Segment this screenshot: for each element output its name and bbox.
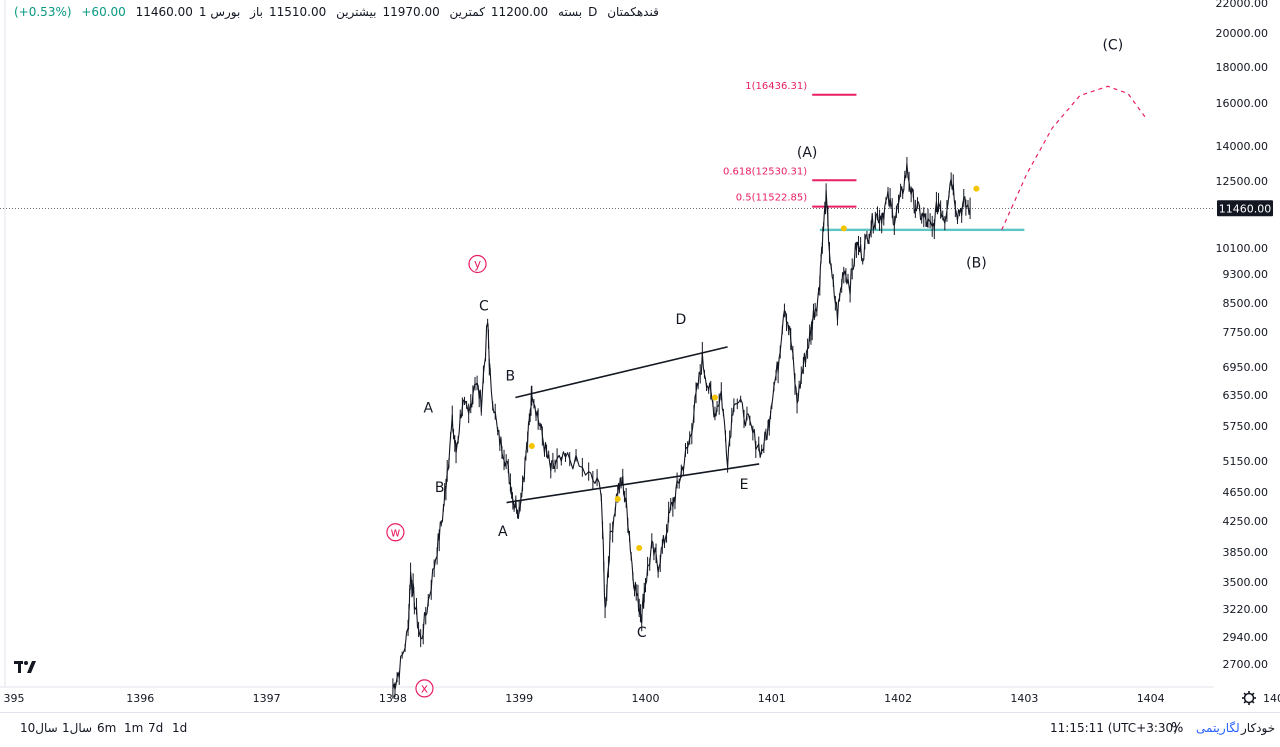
wave-label: B (506, 369, 516, 385)
time-tick-label: 1400 (632, 692, 660, 705)
time-tick-label: 1397 (253, 692, 281, 705)
wave-label: C (637, 625, 647, 641)
price-tick-label: 3500.00 (1223, 576, 1269, 589)
trendline (506, 463, 760, 504)
range-1d-button[interactable]: 1d (172, 721, 188, 735)
change-value: +60.00 (81, 5, 126, 19)
price-tick-label: 4250.00 (1223, 515, 1269, 528)
price-tick-label: 3220.00 (1223, 603, 1269, 616)
exchange-name: بورس (210, 5, 241, 19)
time-tick-label: 1402 (884, 692, 912, 705)
log-scale-button[interactable]: لگاریتمی (1196, 721, 1240, 735)
circled-wave-marker (386, 523, 405, 542)
symbol-header: (+0.53%) +60.00 11460.00 بسته 11200.00 کمت… (14, 5, 665, 19)
wave-label: C (479, 298, 489, 314)
price-tick-label: 7750.00 (1223, 326, 1269, 339)
wave-label: B (435, 480, 445, 496)
low-label: کمترین (449, 5, 485, 19)
price-tick-label: 16000.00 (1216, 97, 1269, 110)
range-7d-button[interactable]: 7d (148, 721, 164, 735)
price-tick-label: 8500.00 (1223, 297, 1269, 310)
trendline (515, 346, 728, 399)
signal-marker (636, 544, 643, 551)
wave-label: (B) (966, 255, 987, 271)
price-tick-label: 5150.00 (1223, 455, 1269, 468)
close-label: بسته (558, 5, 583, 19)
symbol-name[interactable]: قندهکمتان (607, 5, 659, 19)
range-10y-button[interactable]: 10سال (20, 721, 58, 735)
range-1m-button[interactable]: 1m (124, 721, 144, 735)
price-tick-label: 18000.00 (1216, 61, 1269, 74)
signal-marker (840, 225, 847, 232)
price-series-line (392, 162, 971, 691)
gear-icon-tooth (1251, 692, 1255, 696)
signal-marker (528, 442, 535, 449)
price-tick-label: 2940.00 (1223, 631, 1269, 644)
wave-label: A (498, 524, 508, 540)
price-tick-label: 2700.00 (1223, 658, 1269, 671)
circled-wave-label: w (391, 525, 401, 539)
time-tick-label: 1399 (505, 692, 533, 705)
fib-level-label: 1(16436.31) (745, 81, 807, 92)
price-tick-label: 4650.00 (1223, 486, 1269, 499)
change-pct: (+0.53%) (14, 5, 72, 19)
bottom-toolbar: 10سال 1سال 6m 1m 7d 1d 11:15:11 (UTC+3:3… (0, 712, 1280, 744)
gear-icon-ring (1243, 692, 1255, 704)
time-tick-label: 1403 (1010, 692, 1038, 705)
gear-icon-tooth (1243, 700, 1247, 704)
time-tick-label: 1401 (758, 692, 786, 705)
circled-wave-marker (415, 679, 434, 698)
low-value: 11200.00 (490, 5, 549, 19)
interval-label[interactable]: 1D (198, 5, 598, 19)
high-label: بیشترین (336, 5, 377, 19)
fib-level-label: 0.5(11522.85) (736, 193, 808, 204)
price-tick-label: 20000.00 (1216, 27, 1269, 40)
signal-marker (711, 394, 718, 401)
gear-icon (1242, 691, 1256, 705)
circled-wave-label: x (421, 681, 428, 695)
price-tick-label: 6950.00 (1223, 361, 1269, 374)
open-value: 11510.00 (268, 5, 327, 19)
range-1y-button[interactable]: 1سال (62, 721, 93, 735)
price-tick-label: 12500.00 (1216, 175, 1269, 188)
wave-label: D (675, 312, 686, 328)
price-tick-label: 3850.00 (1223, 546, 1269, 559)
price-tick-label: 14000.00 (1216, 140, 1269, 153)
gear-icon-tooth (1251, 700, 1255, 704)
price-tick-label: 9300.00 (1223, 268, 1269, 281)
time-tick-label: 1396 (126, 692, 154, 705)
signal-marker (973, 185, 980, 192)
price-tick-label: 6350.00 (1223, 389, 1269, 402)
price-tick-label: 5750.00 (1223, 420, 1269, 433)
fib-level-label: 0.618(12530.31) (723, 166, 807, 177)
tradingview-logo-icon[interactable] (12, 656, 40, 678)
time-tick-label: 1405 (1263, 692, 1280, 705)
last-price-tag-label: 11460.00 (1219, 202, 1272, 215)
time-tick-label: 1404 (1137, 692, 1165, 705)
range-6m-button[interactable]: 6m (97, 721, 117, 735)
auto-scale-button[interactable]: خودکار (1241, 721, 1276, 735)
circled-wave-marker (468, 254, 487, 274)
support-level-line (819, 228, 1025, 232)
clock-time[interactable]: 11:15:11 (UTC+3:30) (1050, 721, 1178, 735)
high-value: 11970.00 (382, 5, 440, 19)
percent-scale-button[interactable]: % (1171, 721, 1184, 736)
circled-wave-label: y (474, 257, 481, 271)
price-tick-label: 10100.00 (1216, 242, 1269, 255)
close-value: 11460.00 (135, 5, 193, 19)
time-tick-label: 395 (4, 692, 25, 705)
price-tick-label: 22000.00 (1216, 0, 1269, 10)
wave-label: E (740, 477, 749, 493)
gear-icon-tooth (1243, 692, 1247, 696)
signal-marker (614, 496, 621, 503)
wave-label: (C) (1102, 38, 1123, 54)
wave-label: (A) (797, 145, 818, 161)
open-label: باز (250, 5, 263, 19)
last-price-tag (1217, 200, 1273, 217)
wave-label: A (423, 401, 433, 417)
